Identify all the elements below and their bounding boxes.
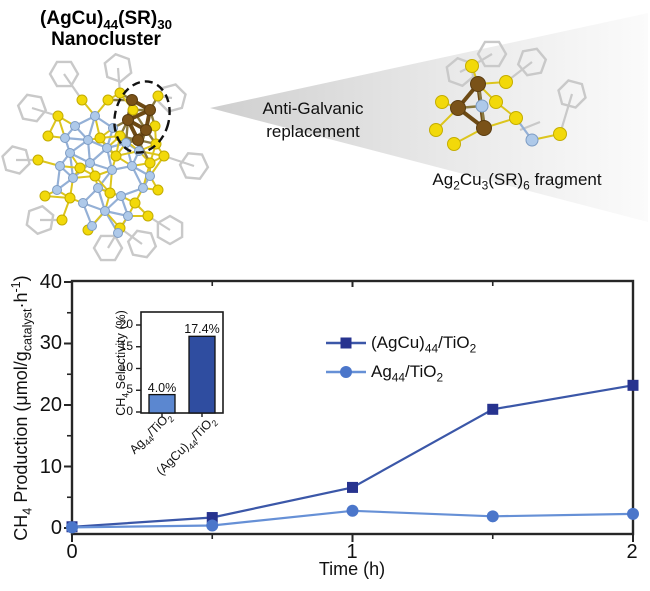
inset-bar-value-agcu44: 17.4%: [184, 322, 220, 336]
x-tick-label: 2: [626, 541, 638, 563]
fragment-highlight-circle: [113, 80, 171, 154]
y-tick-label: 0: [50, 517, 62, 539]
inset-y-tick-label: 5: [126, 382, 133, 396]
nanocluster-structure: [1, 52, 210, 262]
production-chart: [64, 279, 639, 542]
inset-y-tick-label: 20: [119, 317, 133, 331]
legend-label-agcu44: (AgCu)44/TiO2: [371, 333, 477, 356]
fragment-caption: Ag2Cu3(SR)6 fragment: [432, 170, 602, 193]
y-tick-label: 20: [39, 394, 62, 416]
cluster-title-line1: (AgCu)44(SR)30: [40, 8, 172, 32]
fragment-structure: [429, 40, 587, 151]
x-axis-label: Time (h): [318, 559, 386, 579]
x-tick-label: 1: [346, 541, 358, 563]
cluster-title-line2: Nanocluster: [51, 29, 161, 50]
process-label-line2: replacement: [266, 122, 360, 141]
replacement-beam-arrow: [210, 13, 648, 222]
x-tick-label: 0: [66, 541, 78, 563]
legend-label-ag44: Ag44/TiO2: [371, 362, 444, 385]
inset-bar-value-ag44: 4.0%: [147, 381, 177, 395]
inset-y-tick-label: 10: [119, 360, 133, 374]
process-label-line1: Anti-Galvanic: [262, 99, 364, 118]
y-tick-label: 40: [39, 271, 62, 293]
inset-y-tick-label: 15: [119, 339, 133, 353]
y-tick-label: 10: [39, 456, 62, 478]
inset-y-tick-label: 0: [126, 404, 133, 418]
y-tick-label: 30: [39, 332, 62, 354]
y-axis-label: CH4 Production (μmol/gcatalyst·h-1): [9, 275, 35, 541]
